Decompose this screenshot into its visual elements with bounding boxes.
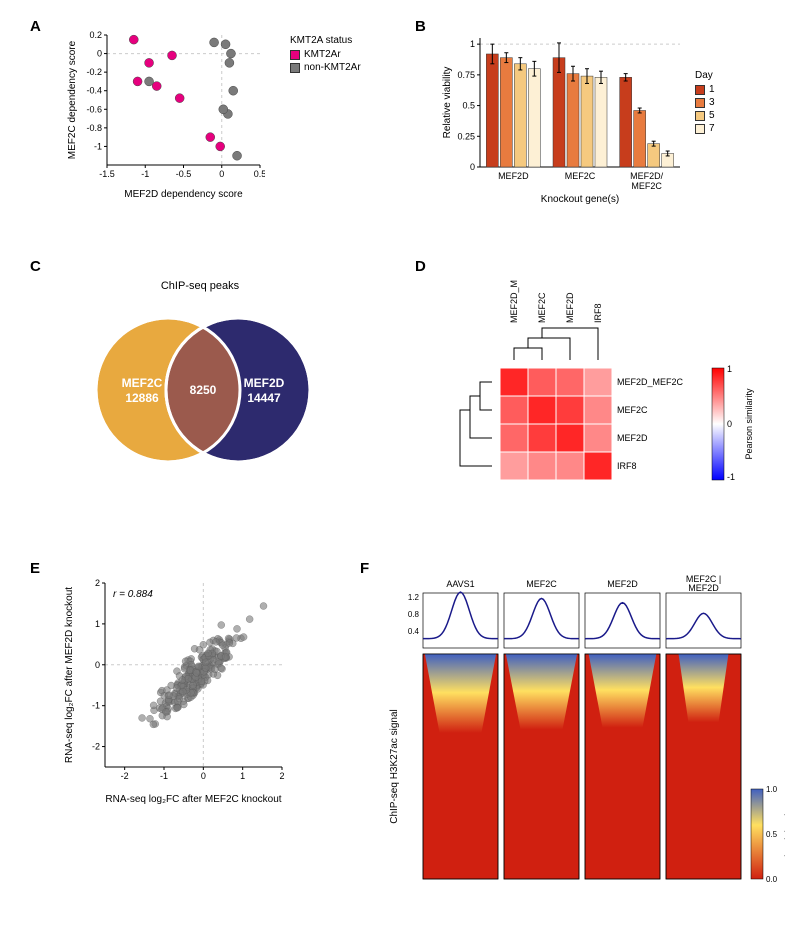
svg-text:MEF2D: MEF2D (565, 292, 575, 323)
svg-text:IRF8: IRF8 (593, 303, 603, 323)
svg-text:2: 2 (95, 578, 100, 588)
svg-text:0.0: 0.0 (766, 875, 778, 884)
venn-svg: MEF2C12886 MEF2D14447 8250 (60, 300, 340, 485)
svg-text:-1.5: -1.5 (99, 169, 115, 179)
svg-text:MEF2C: MEF2C (617, 405, 648, 415)
svg-text:1: 1 (470, 39, 475, 49)
svg-text:-0.2: -0.2 (86, 67, 102, 77)
panel-a-label: A (30, 18, 41, 35)
svg-text:0.5: 0.5 (766, 830, 778, 839)
svg-text:MEF2D dependency score: MEF2D dependency score (124, 189, 243, 200)
svg-text:MEF2C: MEF2C (537, 292, 547, 323)
svg-text:MEF2D: MEF2D (607, 579, 638, 589)
scatter-a-svg: -1.5 -1 -0.5 0 0.5 -1 -0.8 -0.6 -0.4 -0.2 0 0.2 MEF2… (65, 30, 265, 200)
svg-text:1: 1 (240, 771, 245, 781)
bar-b-svg: 0 0.25 0.5 0.75 1 Relative viability Knockout … (440, 30, 685, 205)
svg-text:-1: -1 (94, 141, 102, 151)
svg-text:2: 2 (279, 771, 284, 781)
heatmap-d-svg: MEF2D_MEF2C MEF2C MEF2D IRF8 MEF2D_MEF2C MEF2… (430, 280, 770, 490)
svg-text:12886: 12886 (125, 391, 159, 405)
svg-text:-0.4: -0.4 (86, 86, 102, 96)
panel-d: MEF2D_MEF2C MEF2C MEF2D IRF8 MEF2D_MEF2C MEF2… (430, 280, 770, 490)
svg-text:MEF2D: MEF2D (244, 376, 285, 390)
svg-text:RNA-seq log₂FC after MEF2C kno: RNA-seq log₂FC after MEF2C knockout (105, 794, 281, 805)
svg-text:0: 0 (95, 660, 100, 670)
panel-f: AAVS1MEF2CMEF2DMEF2C |MEF2D1.20.80.4ChIP… (385, 575, 785, 925)
svg-text:-1: -1 (92, 701, 100, 711)
legend-title: KMT2A status (290, 35, 361, 46)
svg-text:signal density: signal density (783, 806, 785, 861)
svg-text:MEF2C: MEF2C (526, 579, 557, 589)
panel-b: 0 0.25 0.5 0.75 1 Relative viability Knockout … (440, 30, 685, 205)
svg-text:MEF2C: MEF2C (565, 171, 596, 181)
legend-title-day: Day (695, 70, 715, 81)
svg-text:Relative viability: Relative viability (442, 67, 453, 139)
svg-text:0.2: 0.2 (89, 30, 102, 40)
svg-text:1.2: 1.2 (408, 593, 420, 602)
svg-text:0.25: 0.25 (457, 131, 475, 141)
svg-text:MEF2C: MEF2C (122, 376, 163, 390)
scatter-e-svg: -2 -2 -1 -1 0 0 1 1 2 2 r = 0.884 RNA-seq log₂FC af… (60, 575, 290, 805)
svg-text:MEF2C dependency score: MEF2C dependency score (67, 40, 78, 159)
svg-text:0.5: 0.5 (254, 169, 265, 179)
svg-text:0.4: 0.4 (408, 627, 420, 636)
svg-text:MEF2D: MEF2D (498, 171, 529, 181)
svg-text:-0.5: -0.5 (176, 169, 192, 179)
panel-b-legend: Day 1357 (695, 70, 715, 136)
panel-a: -1.5 -1 -0.5 0 0.5 -1 -0.8 -0.6 -0.4 -0.2 0 0.2 MEF2… (65, 30, 265, 200)
svg-text:1.0: 1.0 (766, 785, 778, 794)
svg-text:MEF2D: MEF2D (688, 583, 719, 593)
svg-text:-1: -1 (160, 771, 168, 781)
svg-text:MEF2C: MEF2C (631, 181, 662, 191)
svg-text:0: 0 (727, 419, 732, 429)
svg-text:r = 0.884: r = 0.884 (113, 589, 153, 600)
svg-text:8250: 8250 (190, 383, 217, 397)
svg-text:0: 0 (219, 169, 224, 179)
panel-d-label: D (415, 258, 426, 275)
svg-text:0: 0 (97, 49, 102, 59)
svg-text:0.8: 0.8 (408, 610, 420, 619)
svg-text:Knockout gene(s): Knockout gene(s) (541, 194, 619, 205)
svg-text:-1: -1 (727, 472, 735, 482)
panel-c-label: C (30, 258, 41, 275)
svg-text:1: 1 (95, 619, 100, 629)
svg-text:AAVS1: AAVS1 (446, 579, 474, 589)
panel-b-label: B (415, 18, 426, 35)
svg-text:-2: -2 (92, 742, 100, 752)
svg-text:14447: 14447 (247, 391, 281, 405)
svg-text:0.5: 0.5 (462, 101, 475, 111)
svg-text:0: 0 (470, 162, 475, 172)
panel-a-legend: KMT2A status KMT2Arnon-KMT2Ar (290, 35, 361, 75)
svg-text:-0.8: -0.8 (86, 123, 102, 133)
venn-title: ChIP-seq peaks (60, 280, 340, 292)
svg-text:MEF2D: MEF2D (617, 433, 648, 443)
svg-text:MEF2D_MEF2C: MEF2D_MEF2C (509, 280, 519, 323)
panel-e-label: E (30, 560, 40, 577)
svg-text:-0.6: -0.6 (86, 104, 102, 114)
svg-text:Pearson similarity: Pearson similarity (744, 388, 754, 460)
svg-text:MEF2D/: MEF2D/ (630, 171, 664, 181)
svg-text:-2: -2 (121, 771, 129, 781)
svg-text:0.75: 0.75 (457, 70, 475, 80)
svg-text:ChIP-seq H3K27ac signal: ChIP-seq H3K27ac signal (389, 709, 400, 824)
svg-text:RNA-seq log₂FC after MEF2D kno: RNA-seq log₂FC after MEF2D knockout (64, 587, 75, 763)
panel-e: -2 -2 -1 -1 0 0 1 1 2 2 r = 0.884 RNA-seq log₂FC af… (60, 575, 290, 805)
panel-c: ChIP-seq peaks MEF2C12886 MEF2D14447 8250 (60, 280, 340, 488)
svg-text:MEF2D_MEF2C: MEF2D_MEF2C (617, 377, 684, 387)
svg-text:0: 0 (201, 771, 206, 781)
panel-f-label: F (360, 560, 369, 577)
svg-text:1: 1 (727, 364, 732, 374)
svg-text:IRF8: IRF8 (617, 461, 637, 471)
heatmap-f-svg: AAVS1MEF2CMEF2DMEF2C |MEF2D1.20.80.4ChIP… (385, 575, 785, 925)
svg-text:-1: -1 (141, 169, 149, 179)
